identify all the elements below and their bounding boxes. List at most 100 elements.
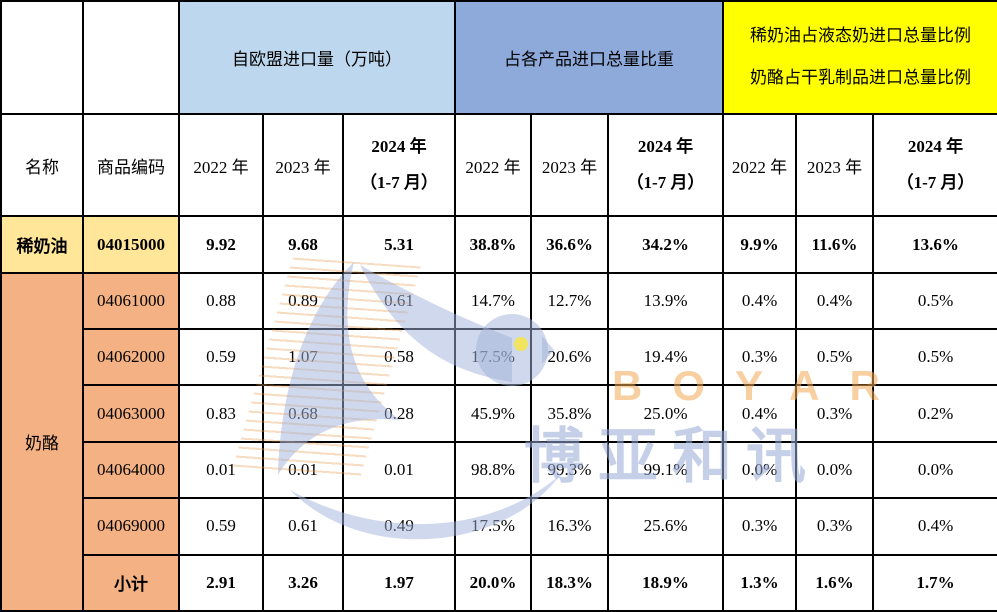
group-header-import-share: 占各产品进口总量比重	[454, 0, 725, 115]
cell-value: 0.0%	[722, 440, 798, 500]
cell-value: 0.01	[262, 440, 344, 500]
column-header-2022-import: 2022 年	[178, 112, 264, 218]
year-2024-months-label: （1-7 月）	[896, 173, 975, 193]
cell-value: 9.68	[262, 215, 344, 274]
cell-value: 0.59	[178, 328, 264, 387]
cell-value: 1.07	[262, 328, 344, 387]
table-row-cream: 稀奶油 04015000 9.92 9.68 5.31 38.8% 36.6% …	[0, 215, 997, 274]
cell-value: 0.5%	[872, 328, 997, 387]
cell-value: 0.4%	[872, 497, 997, 556]
product-name-cream: 稀奶油	[0, 215, 84, 274]
group-header-ratio-line1: 稀奶油占液态奶进口总量比例	[750, 25, 972, 45]
cell-value: 1.7%	[872, 553, 997, 612]
cell-value: 12.7%	[530, 271, 610, 331]
commodity-code: 04061000	[82, 271, 180, 331]
commodity-code: 04064000	[82, 440, 180, 500]
table-row-cheese-04061000: 奶酪 04061000 0.88 0.89 0.61 14.7% 12.7% 1…	[0, 271, 997, 612]
cell-value: 35.8%	[530, 384, 610, 443]
cell-value: 38.8%	[454, 215, 533, 274]
cell-value: 45.9%	[454, 384, 533, 443]
commodity-code: 04063000	[82, 384, 180, 443]
cell-value: 34.2%	[607, 215, 725, 274]
year-2024-months-label: （1-7 月）	[360, 173, 438, 193]
cell-value: 0.3%	[722, 328, 798, 387]
cell-value: 19.4%	[607, 328, 725, 387]
group-header-ratio: 稀奶油占液态奶进口总量比例 奶酪占干乳制品进口总量比例	[722, 0, 997, 115]
cell-value: 0.68	[262, 384, 344, 443]
column-header-row: 名称 商品编码 2022 年 2023 年 2024 年 （1-7 月） 202…	[0, 112, 997, 218]
cell-value: 13.6%	[872, 215, 997, 274]
cell-value: 25.0%	[607, 384, 725, 443]
product-name-cheese: 奶酪	[0, 271, 84, 612]
year-2024-label: 2024 年	[371, 136, 427, 156]
corner-empty-name	[0, 0, 84, 115]
column-header-2024-ratio: 2024 年 （1-7 月）	[872, 112, 997, 218]
column-header-code: 商品编码	[82, 112, 180, 218]
cell-value: 1.3%	[722, 553, 798, 612]
commodity-code: 04062000	[82, 328, 180, 387]
cell-value: 0.58	[341, 328, 457, 387]
column-header-2024-share: 2024 年 （1-7 月）	[607, 112, 725, 218]
cell-value: 11.6%	[795, 215, 875, 274]
column-header-name: 名称	[0, 112, 84, 218]
column-header-2024-import: 2024 年 （1-7 月）	[341, 112, 457, 218]
column-header-2023-share: 2023 年	[530, 112, 610, 218]
cell-value: 20.0%	[454, 553, 533, 612]
cell-value: 9.92	[178, 215, 264, 274]
cell-value: 16.3%	[530, 497, 610, 556]
column-header-2023-import: 2023 年	[262, 112, 344, 218]
cell-value: 9.9%	[722, 215, 798, 274]
cell-value: 0.3%	[795, 497, 875, 556]
cell-value: 98.8%	[454, 440, 533, 500]
cell-value: 36.6%	[530, 215, 610, 274]
commodity-code: 04015000	[82, 215, 180, 274]
cell-value: 17.5%	[454, 328, 533, 387]
cell-value: 99.3%	[530, 440, 610, 500]
cell-value: 5.31	[341, 215, 457, 274]
table-row-cheese-subtotal: 小计 2.91 3.26 1.97 20.0% 18.3% 18.9% 1.3%…	[1, 553, 997, 612]
table-row-cheese-04063000: 04063000 0.83 0.68 0.28 45.9% 35.8% 25.0…	[1, 384, 997, 443]
year-2024-months-label: （1-7 月）	[626, 173, 705, 193]
group-header-import-volume: 自欧盟进口量（万吨）	[177, 0, 457, 115]
commodity-code: 04069000	[82, 497, 180, 556]
table-row-cheese-04062000: 04062000 0.59 1.07 0.58 17.5% 20.6% 19.4…	[1, 328, 997, 387]
cell-value: 1.97	[341, 553, 457, 612]
table-row-cheese-04069000: 04069000 0.59 0.61 0.49 17.5% 16.3% 25.6…	[1, 497, 997, 556]
cell-value: 0.4%	[795, 271, 875, 331]
cell-value: 0.0%	[872, 440, 997, 500]
cell-value: 0.3%	[795, 384, 875, 443]
cell-value: 0.4%	[722, 271, 798, 331]
cell-value: 0.83	[178, 384, 264, 443]
cell-value: 1.6%	[795, 553, 875, 612]
cell-value: 0.59	[178, 497, 264, 556]
cell-value: 0.2%	[872, 384, 997, 443]
column-header-2023-ratio: 2023 年	[795, 112, 875, 218]
cell-value: 17.5%	[454, 497, 533, 556]
cell-value: 0.01	[341, 440, 457, 500]
year-2024-label: 2024 年	[907, 136, 964, 156]
cell-value: 18.9%	[607, 553, 725, 612]
cell-value: 0.5%	[795, 328, 875, 387]
cell-value: 99.1%	[607, 440, 725, 500]
cell-value: 0.0%	[795, 440, 875, 500]
cell-value: 0.01	[178, 440, 264, 500]
cell-value: 0.4%	[722, 384, 798, 443]
subtotal-label: 小计	[82, 553, 180, 612]
cell-value: 0.61	[262, 497, 344, 556]
cell-value: 0.88	[178, 271, 264, 331]
cell-value: 14.7%	[454, 271, 533, 331]
cell-value: 0.89	[262, 271, 344, 331]
cell-value: 0.49	[341, 497, 457, 556]
cell-value: 18.3%	[530, 553, 610, 612]
group-header-row: 自欧盟进口量（万吨） 占各产品进口总量比重 稀奶油占液态奶进口总量比例 奶酪占干…	[0, 0, 997, 115]
cell-value: 0.3%	[722, 497, 798, 556]
corner-empty-code	[82, 0, 180, 115]
column-header-2022-share: 2022 年	[454, 112, 533, 218]
cell-value: 2.91	[178, 553, 264, 612]
group-header-import-share-label: 占各产品进口总量比重	[504, 49, 675, 69]
cell-value: 3.26	[262, 553, 344, 612]
cell-value: 0.61	[341, 271, 457, 331]
cell-value: 0.5%	[872, 271, 997, 331]
